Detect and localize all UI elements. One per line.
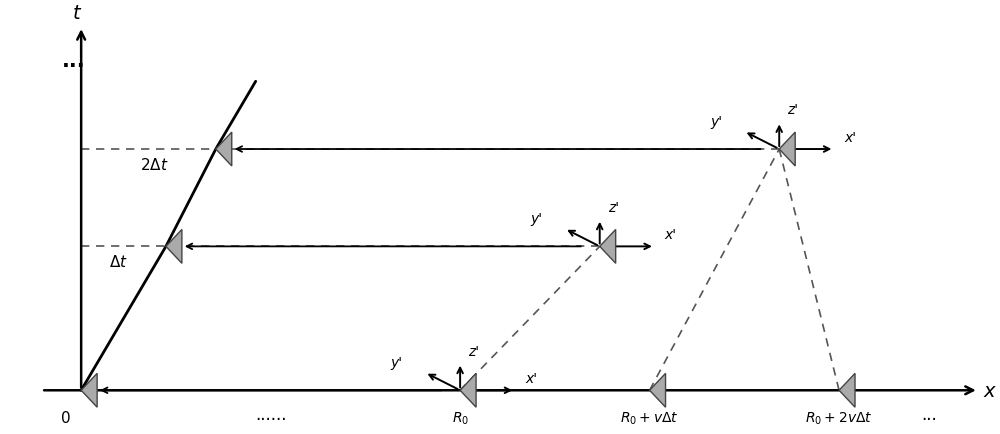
Text: z': z' (787, 103, 798, 117)
Text: ......: ...... (255, 404, 286, 423)
Text: x': x' (525, 372, 537, 385)
Polygon shape (650, 374, 666, 407)
Text: z': z' (468, 344, 479, 358)
Text: $\Delta t$: $\Delta t$ (109, 253, 128, 270)
Polygon shape (839, 374, 855, 407)
Text: $R_0+v\Delta t$: $R_0+v\Delta t$ (620, 410, 679, 426)
Polygon shape (81, 374, 97, 407)
Polygon shape (600, 230, 616, 264)
Text: x': x' (665, 228, 677, 242)
Text: ...: ... (61, 51, 85, 71)
Text: y': y' (530, 212, 543, 226)
Text: $2\Delta t$: $2\Delta t$ (140, 157, 168, 172)
Text: t: t (72, 4, 80, 23)
Polygon shape (779, 133, 795, 167)
Polygon shape (460, 374, 476, 407)
Text: y': y' (710, 115, 722, 128)
Text: $R_0$: $R_0$ (452, 410, 469, 426)
Polygon shape (216, 133, 232, 167)
Text: ...: ... (921, 404, 937, 423)
Text: x': x' (844, 131, 856, 145)
Polygon shape (166, 230, 182, 264)
Text: 0: 0 (61, 411, 71, 425)
Text: x: x (984, 381, 995, 400)
Text: z': z' (608, 201, 619, 214)
Text: y': y' (391, 355, 403, 369)
Text: $R_0+2v\Delta t$: $R_0+2v\Delta t$ (805, 410, 873, 426)
